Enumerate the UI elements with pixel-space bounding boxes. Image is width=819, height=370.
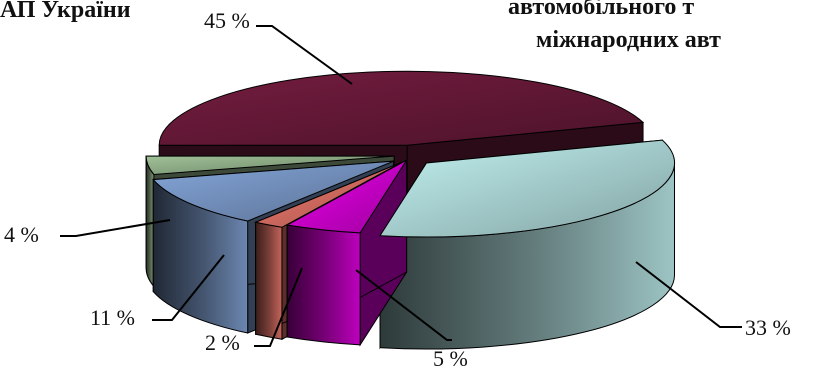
slice-label: 45 % bbox=[204, 8, 250, 33]
pie-slice-0 bbox=[158, 70, 645, 146]
slice-label: 11 % bbox=[90, 305, 135, 330]
pie-slice-2 bbox=[285, 159, 408, 234]
title-right-line-1: автомобільного т bbox=[508, 0, 695, 20]
pie-slice-5 bbox=[145, 155, 395, 176]
slice-label: 4 % bbox=[4, 222, 39, 247]
leader-line bbox=[152, 254, 225, 321]
pie-slice-3 bbox=[253, 161, 402, 228]
leader-line bbox=[254, 267, 303, 347]
slice-label: 33 % bbox=[745, 315, 791, 340]
pie-slice-1 bbox=[379, 139, 675, 238]
slice-label: 2 % bbox=[205, 330, 240, 355]
leader-line bbox=[635, 261, 742, 328]
leader-line bbox=[60, 219, 171, 237]
leader-line bbox=[355, 269, 452, 341]
slice-label: 5 % bbox=[433, 346, 468, 370]
title-left-fragment: АП України bbox=[0, 0, 131, 23]
leader-line bbox=[256, 25, 353, 85]
pie-slice-4 bbox=[152, 160, 394, 222]
title-right-line-2: міжнародних авт bbox=[536, 27, 721, 53]
